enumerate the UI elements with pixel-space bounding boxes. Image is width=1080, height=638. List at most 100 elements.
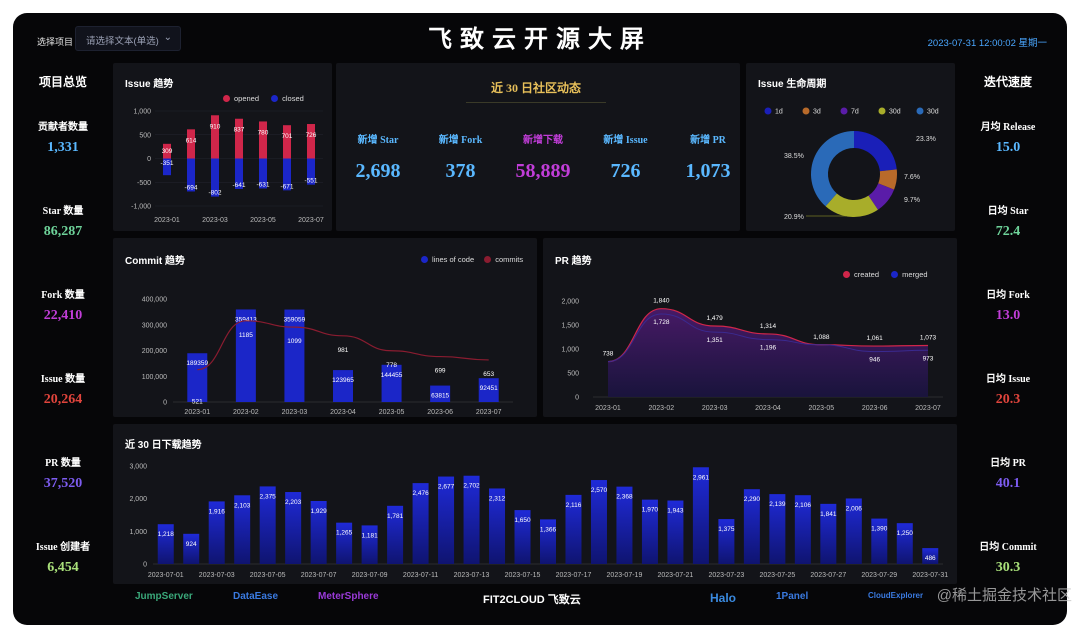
legend-dot [891,271,899,278]
bar-closed [283,158,291,191]
bar-downloads [922,548,939,564]
x-tick-label: 2023-01 [184,409,210,416]
pie-slice [878,169,897,190]
right-stat-label: 日均 Commit [979,542,1037,553]
left-stat-label: 贡献者数量 [38,122,88,133]
data-label-opened: 780 [258,129,269,136]
data-label-downloads: 2,290 [744,496,761,503]
bar-downloads [540,519,556,564]
x-tick-label: 2023-07-27 [810,572,846,579]
legend-label: 30d [927,109,939,116]
data-label-closed: -671 [280,183,293,190]
data-label-created: 1,088 [813,334,830,341]
x-tick-label: 2023-05 [250,217,276,224]
x-tick-label: 2023-07-25 [759,572,795,579]
y-tick-label: 100,000 [142,374,167,381]
x-tick-label: 2023-07-31 [912,572,948,579]
bar-lines [333,370,353,402]
data-label-downloads: 2,375 [260,493,277,500]
data-label-lines: 92451 [480,385,498,392]
x-tick-label: 2023-02 [648,405,674,412]
bar-downloads [896,523,913,564]
right-stat-value: 15.0 [995,140,1021,155]
y-tick-label: 500 [567,371,579,378]
x-tick-label: 2023-02 [233,409,259,416]
community-metric-label: 新增 Issue [603,135,648,146]
right-stat-value: 30.3 [995,560,1021,575]
bar-downloads [489,488,506,564]
x-tick-label: 2023-07-19 [607,572,643,579]
bar-lines [381,364,402,402]
data-label-merged: 946 [869,357,880,364]
data-label-closed: -641 [232,182,245,189]
community-title: 近 30 日社区动态 [466,79,606,103]
x-tick-label: 2023-01 [154,217,180,224]
pr-trend-panel: PR 趋势 created merged 0 500 1,000 1,500 2,000… [543,238,957,417]
x-tick-label: 2023-07-05 [250,572,286,579]
x-tick-label: 2023-03 [702,405,728,412]
data-label-downloads: 2,476 [412,490,429,497]
pie-label: 23.3% [916,136,936,143]
issue-trend-legend: opened closed [223,94,304,103]
y-tick-label: 3,000 [129,464,147,471]
legend-dot [802,107,810,115]
legend-label: 30d [889,109,901,116]
right-section-title: 迭代速度 [983,75,1032,89]
x-tick-label: 2023-07 [915,405,941,412]
data-label-created: 738 [603,351,614,358]
bar-downloads [743,489,760,564]
bar-downloads [157,524,174,564]
x-tick-label: 2023-07-17 [556,572,592,579]
x-tick-label: 2023-07 [476,409,502,416]
logo-jumpserver: JumpServer [135,591,193,602]
bar-downloads [183,533,200,564]
data-label-downloads: 2,203 [285,499,302,506]
data-label-opened: 701 [282,133,293,140]
issue-trend-panel: Issue 趋势 opened closed 1,000 500 0 -500 -1,0… [113,63,332,231]
left-stat-value: 37,520 [43,476,83,491]
y-tick-label: 2,000 [129,496,147,503]
legend-commits: commits [495,255,524,264]
left-stat-value: 20,264 [43,392,83,407]
bar-opened [283,125,291,159]
y-tick-label: 0 [163,400,167,407]
data-label-downloads: 1,218 [158,531,175,538]
data-label-downloads: 2,570 [591,487,608,494]
data-label-lines: 359059 [284,317,306,324]
legend-label: 3d [813,109,821,116]
data-label-downloads: 1,970 [642,507,659,514]
legend-dot [271,95,279,102]
data-label-opened: 837 [234,127,245,134]
pie-slice [811,131,854,207]
bar-downloads [234,495,251,564]
left-stat-label: Issue 创建者 [35,542,91,553]
data-label-downloads: 1,265 [336,530,353,537]
legend-opened: opened [234,94,260,103]
legend-dot [878,107,886,115]
x-tick-label: 2023-07-09 [352,572,388,579]
project-select[interactable]: 请选择文本(单选) ⌄ [75,26,181,51]
data-label-opened: 726 [306,132,317,139]
data-label-opened: 910 [210,123,221,130]
bar-lines [187,353,208,402]
data-label-created: 1,061 [867,335,884,342]
right-stat-label: 日均 Star [987,206,1029,217]
data-label-downloads: 1,390 [871,526,888,533]
x-tick-label: 2023-07-13 [454,572,490,579]
y-tick-label: 0 [143,562,147,569]
pie-slice [825,193,878,218]
data-label-merged: 1,728 [653,319,670,326]
bar-closed [235,158,243,189]
right-stat-value: 13.0 [995,308,1021,323]
x-tick-label: 2023-07-07 [301,572,337,579]
community-metric: 新增 Fork 378 [416,131,506,183]
bar-opened [259,121,267,159]
data-label-merged: 973 [923,355,934,362]
y-tick-label: 1,000 [561,347,579,354]
x-tick-label: 2023-07-15 [505,572,541,579]
logo-dataease: DataEase [233,591,279,602]
bar-downloads [387,505,404,564]
pr-trend-title: PR 趋势 [555,256,592,267]
footer-logos: JumpServer DataEase MeterSphere FIT2CLOU… [13,591,1067,611]
watermark: @稀土掘金技术社区 [936,587,1072,604]
